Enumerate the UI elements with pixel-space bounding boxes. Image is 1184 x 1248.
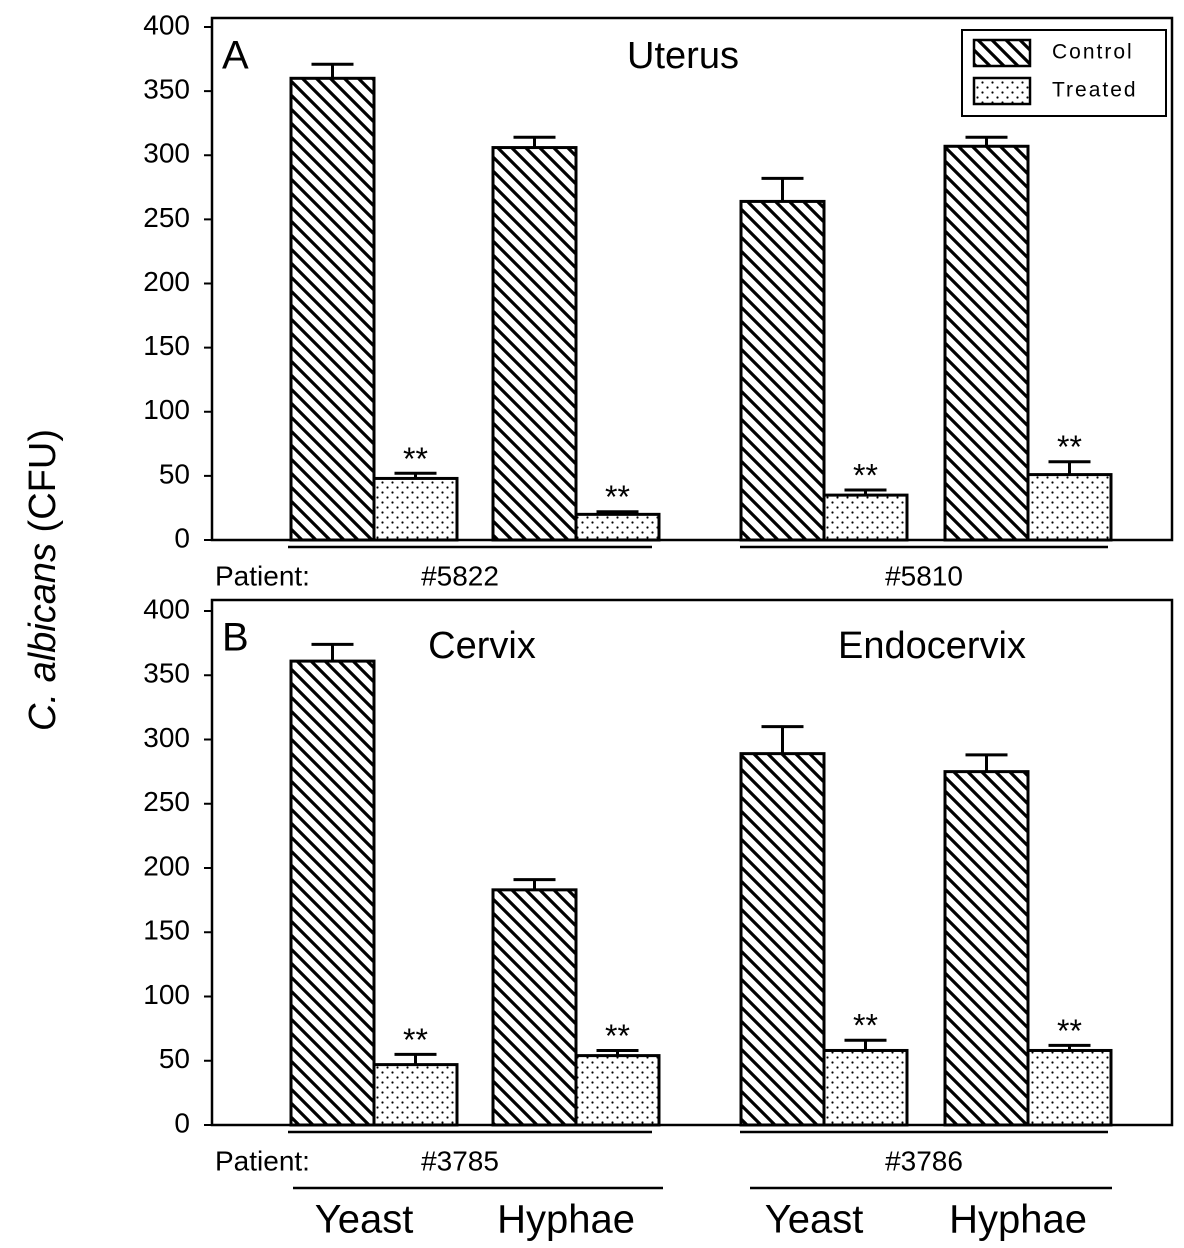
group-title: Endocervix <box>838 625 1026 667</box>
y-tick-label: 300 <box>143 722 190 753</box>
error-bar <box>513 135 556 148</box>
y-tick-label: 200 <box>143 266 190 297</box>
panel-title: Uterus <box>627 35 739 77</box>
significance-mark: ** <box>403 1022 428 1058</box>
error-bar <box>311 62 354 79</box>
y-tick-label: 0 <box>174 522 190 553</box>
y-tick-label: 50 <box>159 458 190 489</box>
x-tick-label: Yeast <box>765 1198 864 1242</box>
error-bar <box>844 488 887 496</box>
y-tick-label: 200 <box>143 850 190 881</box>
panel-label: B <box>222 616 249 660</box>
group-label: #5822 <box>421 560 499 591</box>
y-tick-label: 100 <box>143 394 190 425</box>
error-bar <box>1048 1043 1091 1051</box>
error-bar <box>761 725 804 754</box>
plot-frame <box>210 16 1174 542</box>
plot-frame <box>210 598 1174 1127</box>
group-title: Cervix <box>428 625 536 667</box>
y-tick-label: 400 <box>143 593 190 624</box>
y-tick-label: 150 <box>143 330 190 361</box>
bar <box>372 476 459 542</box>
group-label: #3785 <box>421 1145 499 1176</box>
x-tick-label: Yeast <box>315 1198 414 1242</box>
x-tick-label: Hyphae <box>949 1198 1087 1242</box>
y-tick-label: 250 <box>143 786 190 817</box>
significance-mark: ** <box>403 441 428 477</box>
y-tick-label: 300 <box>143 138 190 169</box>
error-bar <box>965 753 1008 772</box>
y-label-species: C. albicans <box>22 543 64 731</box>
y-tick-label: 50 <box>159 1043 190 1074</box>
group-label: #3786 <box>885 1145 963 1176</box>
error-bar <box>1048 460 1091 475</box>
y-label-unit: (CFU) <box>22 429 64 532</box>
bar <box>822 493 909 542</box>
bar <box>289 76 376 542</box>
error-bar <box>394 1052 437 1065</box>
bar <box>491 888 578 1127</box>
error-bar <box>761 176 804 202</box>
bar <box>574 512 661 542</box>
x-tick-label: Hyphae <box>497 1198 635 1242</box>
bar <box>1026 473 1113 542</box>
significance-mark: ** <box>1057 429 1082 465</box>
significance-mark: ** <box>853 457 878 493</box>
error-bar <box>311 642 354 662</box>
error-bar <box>513 878 556 890</box>
bar <box>372 1063 459 1127</box>
bar <box>943 144 1030 542</box>
error-bar <box>965 135 1008 147</box>
legend-label: Control <box>1052 41 1134 64</box>
y-tick-label: 350 <box>143 74 190 105</box>
error-bar <box>596 1048 639 1056</box>
significance-mark: ** <box>605 1018 630 1054</box>
error-bar <box>596 510 639 515</box>
y-tick-label: 100 <box>143 979 190 1010</box>
error-bar <box>394 471 437 479</box>
bar <box>574 1054 661 1127</box>
y-tick-label: 250 <box>143 202 190 233</box>
bar <box>1026 1048 1113 1127</box>
y-tick-label: 350 <box>143 658 190 689</box>
y-tick-label: 400 <box>143 9 190 40</box>
y-tick-label: 150 <box>143 915 190 946</box>
bar <box>739 199 826 542</box>
bar <box>822 1048 909 1127</box>
bar <box>491 146 578 542</box>
panel-label: A <box>222 34 249 78</box>
bar <box>739 752 826 1127</box>
bar <box>943 770 1030 1127</box>
legend-label: Treated <box>1052 79 1138 102</box>
y-axis-label: C. albicans (CFU) <box>22 429 64 731</box>
patient-prefix: Patient: <box>215 560 310 591</box>
significance-mark: ** <box>853 1008 878 1044</box>
patient-prefix: Patient: <box>215 1145 310 1176</box>
legend-swatch <box>972 38 1032 68</box>
group-label: #5810 <box>885 560 963 591</box>
error-bar <box>844 1038 887 1051</box>
significance-mark: ** <box>605 479 630 515</box>
significance-mark: ** <box>1057 1013 1082 1049</box>
legend-swatch <box>972 76 1032 106</box>
y-tick-label: 0 <box>174 1107 190 1138</box>
bar <box>289 659 376 1127</box>
